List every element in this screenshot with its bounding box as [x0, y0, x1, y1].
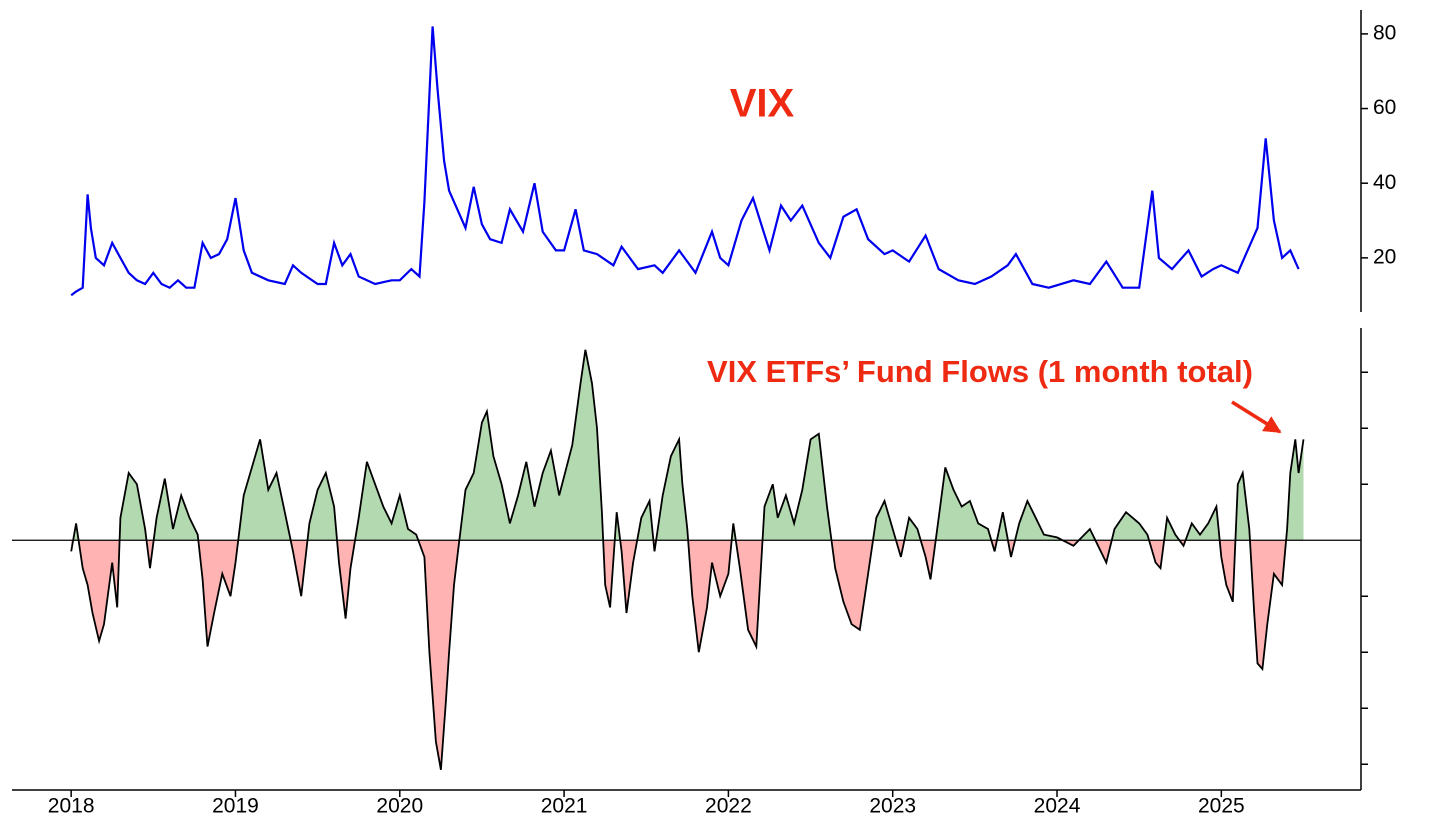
y-tick-label: 40 — [1373, 171, 1396, 194]
negative-fill — [71, 540, 1304, 770]
x-tick-label: 2019 — [212, 795, 259, 818]
y-tick-label: 60 — [1373, 96, 1396, 119]
flows-title: VIX ETFs’ Fund Flows (1 month total) — [707, 354, 1253, 389]
annotation-arrow — [1231, 400, 1282, 434]
x-tick-label: 2020 — [376, 795, 423, 818]
y-tick-label: 20 — [1373, 245, 1396, 268]
x-tick-label: 2025 — [1198, 795, 1245, 818]
x-tick-label: 2021 — [541, 795, 588, 818]
x-tick-label: 2023 — [869, 795, 916, 818]
vix-title: VIX — [730, 82, 795, 126]
y-tick-label: 80 — [1373, 21, 1396, 44]
x-tick-label: 2018 — [48, 795, 95, 818]
x-tick-label: 2024 — [1034, 795, 1081, 818]
x-tick-label: 2022 — [705, 795, 752, 818]
vix-line — [70, 26, 1300, 297]
flows-line — [70, 349, 1305, 770]
positive-fill — [71, 349, 1304, 541]
